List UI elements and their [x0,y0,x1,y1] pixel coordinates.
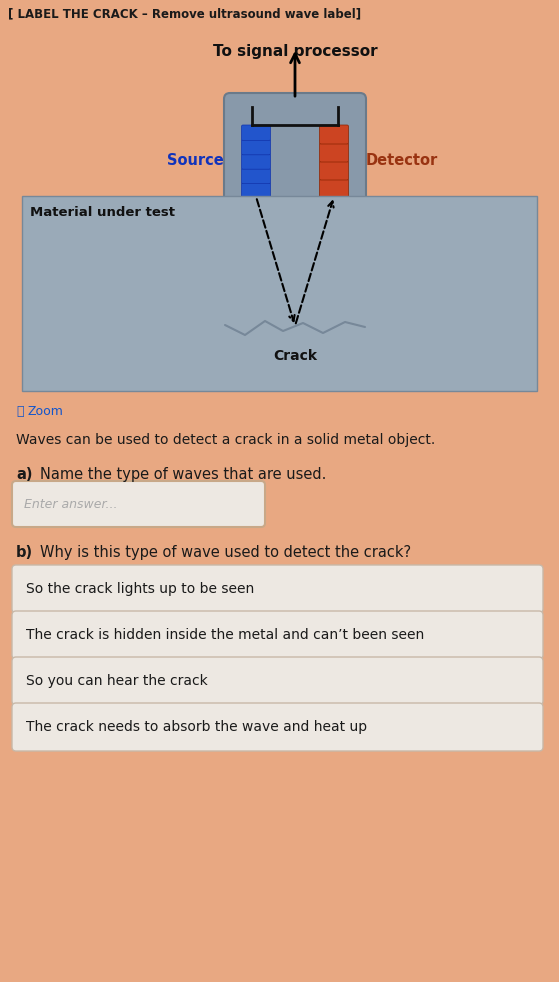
Text: [ LABEL THE CRACK – Remove ultrasound wave label]: [ LABEL THE CRACK – Remove ultrasound wa… [8,7,361,20]
Text: ⌕: ⌕ [16,405,23,418]
Text: Name the type of waves that are used.: Name the type of waves that are used. [40,467,326,482]
Text: Crack: Crack [273,349,317,363]
Text: The crack is hidden inside the metal and can’t been seen: The crack is hidden inside the metal and… [26,628,424,642]
Text: Waves can be used to detect a crack in a solid metal object.: Waves can be used to detect a crack in a… [16,433,435,447]
Text: So the crack lights up to be seen: So the crack lights up to be seen [26,582,254,596]
FancyBboxPatch shape [241,154,271,169]
Text: To signal processor: To signal processor [212,44,377,59]
Text: b): b) [16,545,33,560]
FancyBboxPatch shape [224,93,366,220]
Text: Enter answer...: Enter answer... [24,498,117,511]
FancyBboxPatch shape [12,703,543,751]
FancyBboxPatch shape [241,125,271,140]
FancyBboxPatch shape [12,565,543,613]
Text: Detector: Detector [366,153,438,168]
Text: a): a) [16,467,32,482]
FancyBboxPatch shape [12,481,265,527]
FancyBboxPatch shape [12,611,543,659]
Text: Source: Source [167,153,224,168]
FancyBboxPatch shape [241,183,271,198]
Text: So you can hear the crack: So you can hear the crack [26,674,208,688]
FancyBboxPatch shape [320,161,348,180]
FancyBboxPatch shape [12,657,543,705]
Text: Zoom: Zoom [28,405,64,418]
FancyBboxPatch shape [320,143,348,162]
FancyBboxPatch shape [241,139,271,155]
FancyBboxPatch shape [320,179,348,198]
Text: Material under test: Material under test [30,206,175,219]
FancyBboxPatch shape [241,168,271,184]
FancyBboxPatch shape [320,125,348,144]
Bar [22,196,537,391]
Text: The crack needs to absorb the wave and heat up: The crack needs to absorb the wave and h… [26,720,367,734]
Text: Why is this type of wave used to detect the crack?: Why is this type of wave used to detect … [40,545,411,560]
